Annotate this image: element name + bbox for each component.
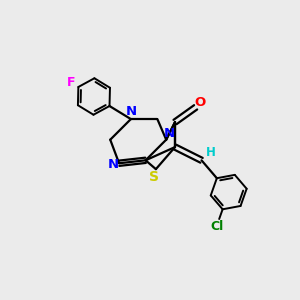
Text: O: O	[194, 96, 206, 110]
Text: Cl: Cl	[210, 220, 223, 233]
Text: N: N	[125, 105, 136, 118]
Text: S: S	[149, 170, 159, 184]
Text: F: F	[67, 76, 76, 89]
Text: H: H	[206, 146, 215, 159]
Text: N: N	[108, 158, 119, 171]
Text: N: N	[164, 127, 175, 140]
